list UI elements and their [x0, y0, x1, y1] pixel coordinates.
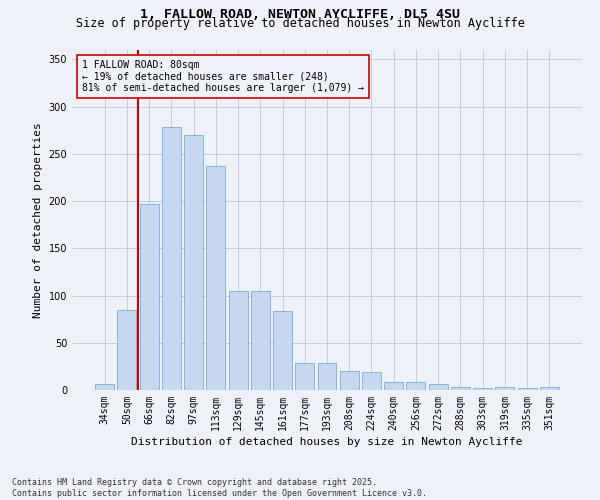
Bar [184, 135, 203, 390]
Bar [340, 371, 359, 390]
Bar [206, 166, 225, 390]
Text: 1 FALLOW ROAD: 80sqm
← 19% of detached houses are smaller (248)
81% of semi-deta: 1 FALLOW ROAD: 80sqm ← 19% of detached h… [82, 60, 364, 94]
Bar [118, 310, 136, 390]
Y-axis label: Number of detached properties: Number of detached properties [33, 122, 43, 318]
Bar [473, 388, 492, 390]
Bar [95, 384, 114, 390]
Bar [496, 387, 514, 390]
Bar [317, 362, 337, 390]
Bar [295, 362, 314, 390]
Bar [362, 372, 381, 390]
Bar [162, 128, 181, 390]
Bar [429, 384, 448, 390]
Bar [229, 291, 248, 390]
Bar [406, 382, 425, 390]
Bar [273, 310, 292, 390]
Text: Size of property relative to detached houses in Newton Aycliffe: Size of property relative to detached ho… [76, 18, 524, 30]
Text: Contains HM Land Registry data © Crown copyright and database right 2025.
Contai: Contains HM Land Registry data © Crown c… [12, 478, 427, 498]
Bar [251, 291, 270, 390]
Bar [451, 387, 470, 390]
Bar [540, 387, 559, 390]
Bar [140, 204, 158, 390]
X-axis label: Distribution of detached houses by size in Newton Aycliffe: Distribution of detached houses by size … [131, 437, 523, 447]
Bar [518, 388, 536, 390]
Bar [384, 382, 403, 390]
Text: 1, FALLOW ROAD, NEWTON AYCLIFFE, DL5 4SU: 1, FALLOW ROAD, NEWTON AYCLIFFE, DL5 4SU [140, 8, 460, 20]
